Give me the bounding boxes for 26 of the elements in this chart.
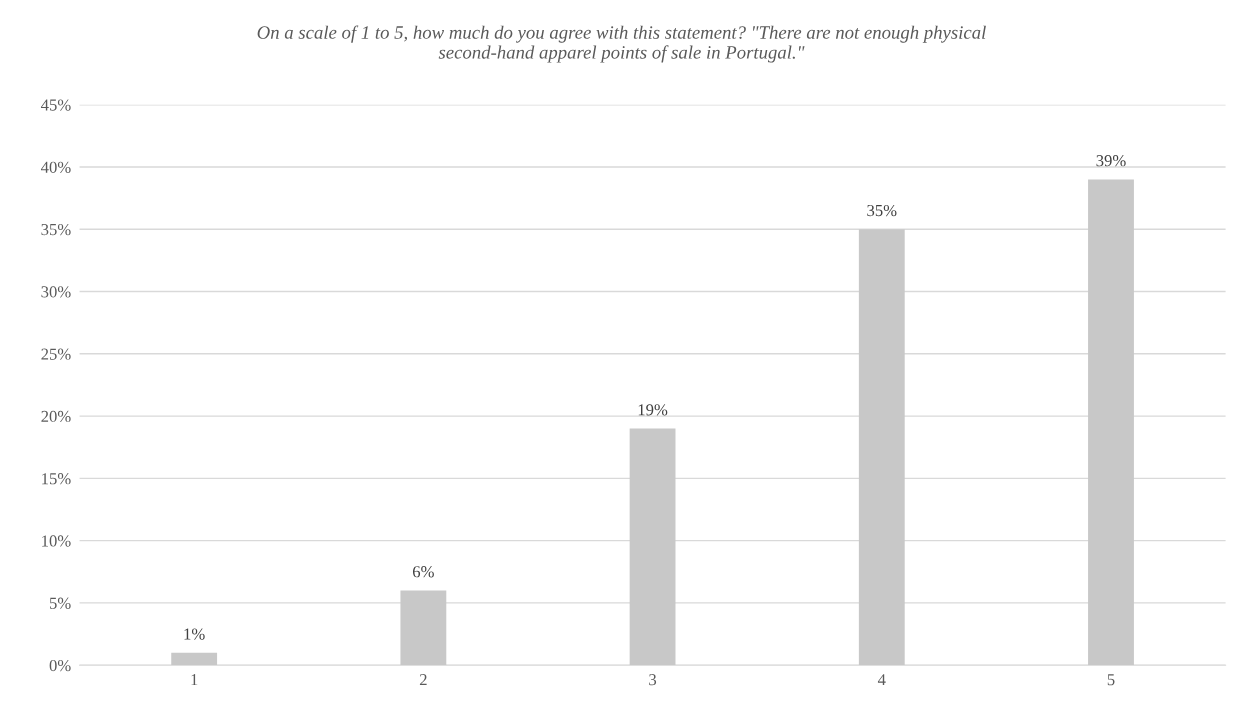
y-tick-label: 40%: [40, 161, 71, 173]
data-label: 1%: [184, 628, 205, 640]
y-tick-label: 25%: [41, 348, 71, 360]
bar: [171, 652, 218, 666]
y-tick-label: 35%: [41, 223, 71, 236]
data-label: 19%: [638, 404, 668, 416]
bar: [629, 428, 676, 666]
y-tick-label: 0%: [49, 659, 71, 672]
x-tick-label: 3: [649, 674, 657, 686]
x-tick-label: 4: [877, 674, 886, 686]
y-tick-label: 10%: [42, 535, 71, 547]
y-tick-label: 20%: [41, 410, 71, 423]
data-label: 39%: [1096, 155, 1126, 167]
x-tick-label: 5: [1107, 674, 1115, 686]
y-tick-label: 5%: [49, 597, 71, 609]
y-tick-label: 30%: [41, 286, 71, 298]
data-label: 35%: [867, 204, 897, 217]
bar: [400, 590, 447, 666]
x-tick-label: 1: [191, 674, 198, 686]
y-tick-label: 45%: [40, 99, 71, 111]
bar: [858, 229, 905, 666]
chart-title: On a scale of 1 to 5, how much do you agree with this statement? "There are not enough physical second-hand apparel points of sale in Portugal.": [257, 25, 986, 63]
y-tick-label: 15%: [42, 473, 71, 485]
bar: [1088, 179, 1134, 666]
data-label: 6%: [412, 566, 434, 578]
x-tick-label: 2: [419, 674, 427, 686]
